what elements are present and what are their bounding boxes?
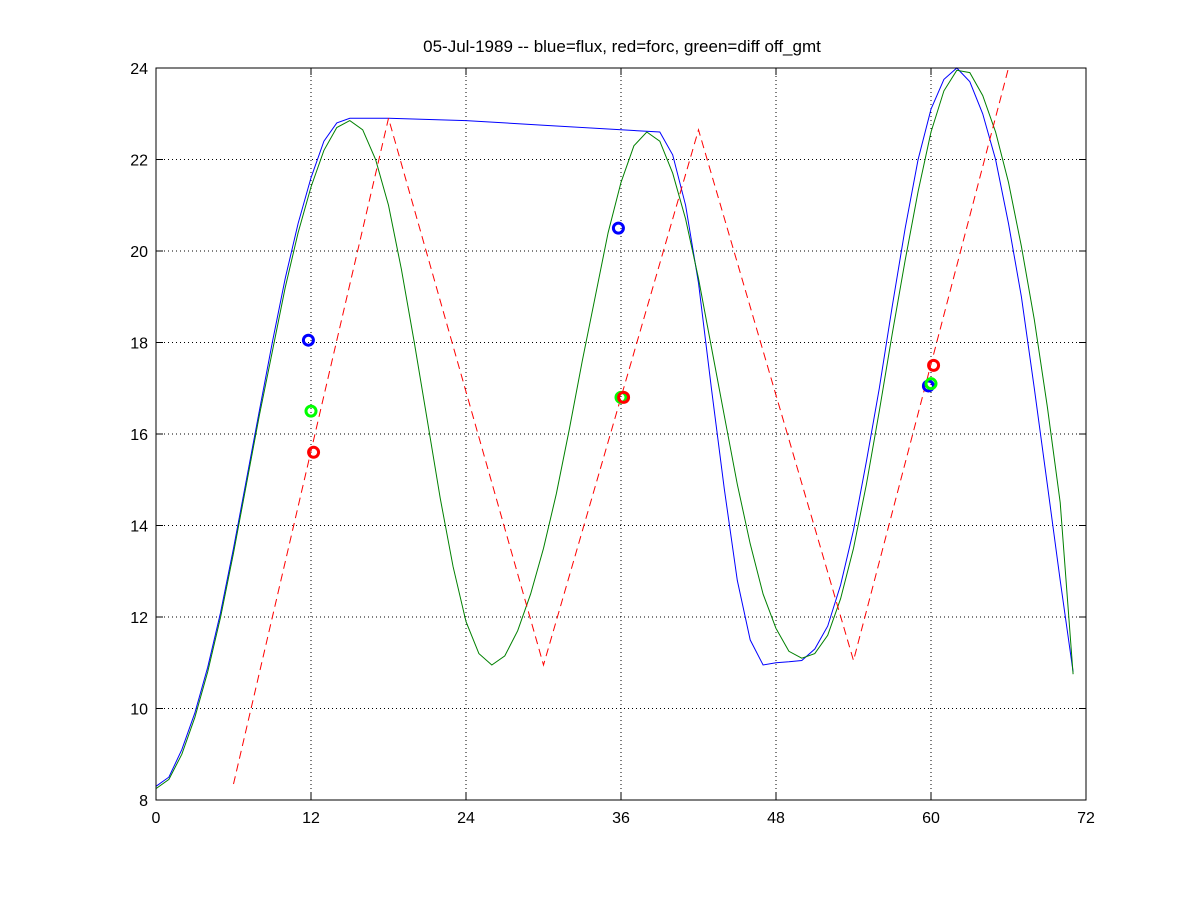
y-tick-label: 24 <box>130 61 148 78</box>
chart-title: 05-Jul-1989 -- blue=flux, red=forc, gree… <box>423 37 821 56</box>
y-tick-label: 18 <box>130 336 148 353</box>
y-tick-label: 14 <box>130 519 148 536</box>
y-tick-label: 20 <box>130 244 148 261</box>
x-tick-label: 60 <box>922 810 940 827</box>
x-tick-label: 72 <box>1077 810 1095 827</box>
x-tick-label: 36 <box>612 810 630 827</box>
y-tick-label: 12 <box>130 610 148 627</box>
x-tick-label: 24 <box>457 810 475 827</box>
y-tick-label: 10 <box>130 702 148 719</box>
y-tick-label: 22 <box>130 153 148 170</box>
y-tick-label: 16 <box>130 427 148 444</box>
x-tick-label: 0 <box>152 810 161 827</box>
y-tick-label: 8 <box>139 793 148 810</box>
x-tick-label: 48 <box>767 810 785 827</box>
x-tick-label: 12 <box>302 810 320 827</box>
